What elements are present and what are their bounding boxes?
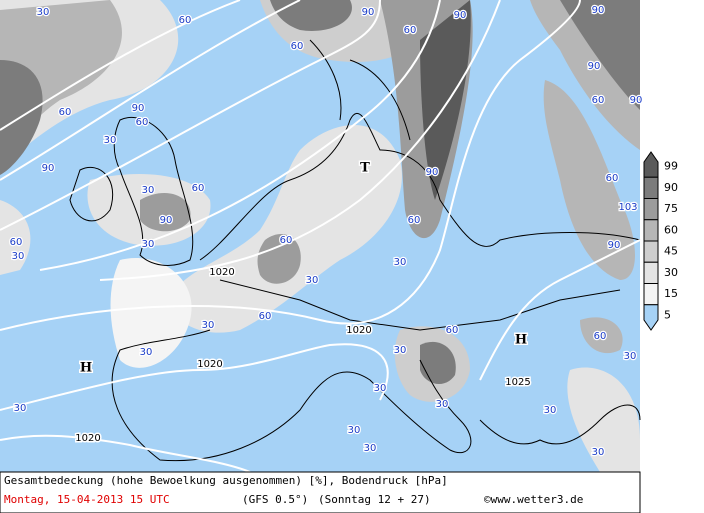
contour-label: 30 xyxy=(364,443,377,454)
legend-tick-label: 5 xyxy=(664,308,671,321)
contour-label: 60 xyxy=(408,215,421,226)
footer-box xyxy=(0,471,641,513)
pressure-center: H xyxy=(80,361,92,376)
isobar-label: 1025 xyxy=(505,377,530,388)
contour-label: 30 xyxy=(436,399,449,410)
contour-label: 60 xyxy=(606,173,619,184)
contour-label: 90 xyxy=(454,10,467,21)
legend-tick-label: 75 xyxy=(664,202,678,215)
contour-label: 60 xyxy=(446,325,459,336)
contour-label: 30 xyxy=(306,275,319,286)
legend-swatch xyxy=(643,261,659,284)
contour-label: 90 xyxy=(426,167,439,178)
contour-label: 60 xyxy=(59,107,72,118)
cloud-fields xyxy=(0,0,640,472)
footer-copyright: ©www.wetter3.de xyxy=(484,493,583,506)
legend: 99 90 75 60 45 30 15 5 xyxy=(643,151,678,331)
contour-label: 30 xyxy=(142,185,155,196)
legend-tick-label: 30 xyxy=(664,266,678,279)
footer-description: Gesamtbedeckung (hohe Bewoelkung ausgeno… xyxy=(4,474,448,487)
contour-label: 30 xyxy=(624,351,637,362)
footer-model: (GFS 0.5°) xyxy=(242,493,308,506)
isobar-label: 1020 xyxy=(75,433,100,444)
contour-label: 30 xyxy=(202,320,215,331)
contour-label: 30 xyxy=(394,345,407,356)
contour-label: 60 xyxy=(259,311,272,322)
legend-swatch xyxy=(643,176,659,199)
legend-swatch xyxy=(643,304,659,331)
legend-swatch xyxy=(643,240,659,263)
contour-label: 90 xyxy=(608,240,621,251)
contour-label: 90 xyxy=(42,163,55,174)
contour-label: 90 xyxy=(592,5,605,16)
legend-tick-label: 60 xyxy=(664,223,678,236)
contour-label: 30 xyxy=(374,383,387,394)
contour-label: 60 xyxy=(594,331,607,342)
contour-label: 30 xyxy=(140,347,153,358)
legend-swatch xyxy=(643,283,659,306)
coastlines xyxy=(69,39,641,462)
contour-label: 90 xyxy=(362,7,375,18)
pressure-center: H xyxy=(515,333,527,348)
contour-label: 90 xyxy=(630,95,643,106)
contour-label: 30 xyxy=(12,251,25,262)
contour-label: 30 xyxy=(104,135,117,146)
contour-label: 30 xyxy=(592,447,605,458)
contour-label: 30 xyxy=(142,239,155,250)
contour-label: 60 xyxy=(136,117,149,128)
contour-label: 30 xyxy=(37,7,50,18)
legend-swatch xyxy=(643,198,659,221)
contour-label: 60 xyxy=(404,25,417,36)
contour-label: 90 xyxy=(160,215,173,226)
legend-tick-label: 45 xyxy=(664,245,678,258)
isobar-label: 1020 xyxy=(209,267,234,278)
isobar-label: 1020 xyxy=(346,325,371,336)
pressure-center: T xyxy=(360,161,370,176)
contour-label: 60 xyxy=(280,235,293,246)
isobars xyxy=(0,0,641,411)
contour-label: 90 xyxy=(132,103,145,114)
contour-label: 103 xyxy=(618,202,637,213)
contour-label: 60 xyxy=(179,15,192,26)
legend-swatch xyxy=(643,219,659,242)
footer-date: Montag, 15-04-2013 15 UTC xyxy=(4,493,170,506)
legend-tick-label: 15 xyxy=(664,287,678,300)
contour-label: 60 xyxy=(192,183,205,194)
contour-label: 60 xyxy=(10,237,23,248)
legend-swatch xyxy=(643,151,659,178)
contour-label: 60 xyxy=(592,95,605,106)
contour-label: 60 xyxy=(291,41,304,52)
footer-run: (Sonntag 12 + 27) xyxy=(318,493,431,506)
legend-tick-label: 99 xyxy=(664,160,678,173)
contour-label: 30 xyxy=(394,257,407,268)
contour-label: 30 xyxy=(544,405,557,416)
contour-label: 30 xyxy=(348,425,361,436)
contour-label: 30 xyxy=(14,403,27,414)
contour-label: 90 xyxy=(588,61,601,72)
isobar-label: 1020 xyxy=(197,359,222,370)
legend-tick-label: 90 xyxy=(664,181,678,194)
